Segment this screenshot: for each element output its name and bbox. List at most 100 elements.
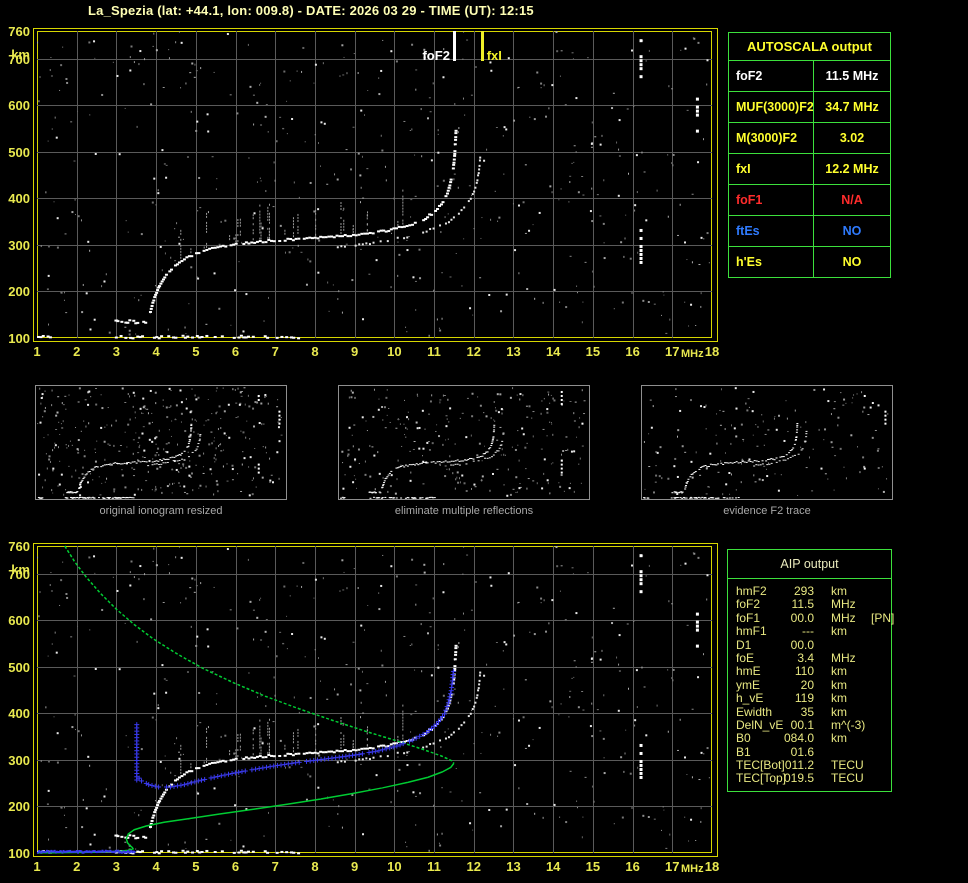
x-tick-label: 10 (387, 344, 402, 359)
aip-row-value: 20 (800, 677, 814, 692)
autoscala-row-label: fxI (729, 153, 813, 184)
thumbnail-canvas-1 (35, 385, 287, 500)
autoscala-row-value: 11.5 MHz (813, 60, 890, 91)
autoscala-row-label: MUF(3000)F2 (729, 91, 814, 122)
x-tick-label: 9 (351, 859, 359, 874)
y-tick-label: 300 (8, 237, 30, 253)
x-tick-label: 1 (33, 344, 41, 359)
aip-row-label: TEC[Bot] (736, 758, 785, 773)
y-axis-unit-label: km (11, 562, 30, 577)
aip-row: ymE 20 km (728, 677, 891, 692)
thumbnail-canvas-3 (641, 385, 893, 500)
y-tick-label: 700 (8, 566, 30, 582)
x-tick-label: 4 (152, 344, 160, 359)
aip-row-label: TEC[Top] (736, 771, 787, 786)
autoscala-row-value: N/A (813, 184, 890, 215)
aip-row: TEC[Top] 019.5 TECU (728, 771, 891, 786)
aip-row-value: 11.5 (791, 597, 814, 612)
y-tick-label: 600 (8, 613, 30, 629)
aip-row-value: 293 (793, 584, 814, 598)
profile-ionogram-canvas (30, 540, 722, 862)
autoscala-row-value: NO (813, 215, 890, 246)
aip-row: foF2 11.5 MHz (728, 597, 891, 612)
aip-row: Ewidth 35 km (728, 704, 891, 719)
autoscala-row-label: ftEs (729, 215, 813, 246)
x-tick-label: 5 (192, 344, 200, 359)
x-tick-label: 15 (585, 859, 601, 874)
x-tick-label: 16 (625, 859, 640, 874)
x-tick-label: 15 (585, 344, 601, 359)
aip-table-title: AIP output (728, 550, 891, 579)
y-tick-label: 200 (8, 799, 30, 815)
aip-row-unit: m^(-3) (831, 717, 866, 732)
x-tick-label: 11 (427, 859, 441, 874)
y-axis-unit-label: km (11, 47, 30, 62)
aip-row-value: 119 (794, 691, 814, 706)
aip-row-unit: km (831, 731, 847, 746)
aip-row: TEC[Bot] 011.2 TECU (728, 758, 891, 773)
aip-row-label: h_vE (736, 691, 764, 706)
aip-row-value: 00.0 (790, 610, 814, 625)
y-tick-label: 500 (8, 659, 30, 675)
aip-row: h_vE 119 km (728, 691, 891, 706)
x-tick-label: 17 (665, 344, 680, 359)
x-tick-label: 11 (427, 344, 441, 359)
aip-row-label: foE (736, 650, 755, 665)
autoscala-row-label: M(3000)F2 (729, 122, 813, 153)
thumbnail-canvas-2 (338, 385, 590, 500)
x-tick-label: 13 (506, 344, 521, 359)
aip-row-extra: [PN] (871, 610, 895, 625)
autoscala-row-value: 12.2 MHz (813, 153, 890, 184)
station-title: La_Spezia (lat: +44.1, lon: 009.8) - DAT… (88, 3, 534, 18)
aip-row-value: 00.1 (790, 717, 814, 732)
aip-output-table: AIP output hmF2 293 km foF2 11.5 MHz foF1 00.0 M… (727, 549, 895, 792)
x-tick-label: 2 (73, 859, 81, 874)
aip-row-unit: MHz (831, 610, 856, 625)
aip-row: foE 3.4 MHz (728, 650, 891, 665)
y-tick-label: 400 (8, 706, 30, 722)
aip-row-label: ymE (736, 677, 760, 692)
aip-row: DelN_vE 00.1 m^(-3) (728, 717, 891, 732)
x-tick-label: 14 (545, 859, 561, 874)
x-tick-label: 3 (112, 859, 121, 874)
aip-row-label: foF1 (736, 610, 761, 625)
aip-row: foF1 00.0 MHz [PN] (728, 610, 895, 625)
x-tick-label: 12 (466, 859, 481, 874)
aip-row-unit: km (831, 584, 847, 598)
aip-row-label: Ewidth (736, 704, 773, 719)
thumbnail-caption: evidence F2 trace (723, 505, 811, 517)
x-tick-label: 7 (271, 859, 279, 874)
aip-row-unit: MHz (831, 597, 856, 612)
aip-row-value: 35 (800, 704, 814, 719)
aip-row: B1 01.6 (728, 745, 891, 759)
aip-row-unit: km (831, 691, 847, 706)
x-tick-label: 1 (33, 859, 41, 874)
aip-row-label: D1 (736, 637, 752, 652)
x-tick-label: 3 (112, 344, 121, 359)
aip-row-unit: km (831, 677, 847, 692)
x-tick-label: 16 (625, 344, 640, 359)
y-tick-label: 700 (8, 51, 30, 67)
aip-row-label: hmE (736, 664, 761, 679)
aip-row-label: foF2 (736, 597, 761, 612)
y-tick-label: 760 (8, 539, 30, 554)
aip-row-value: 110 (794, 664, 814, 679)
y-tick-label: 760 (8, 24, 30, 39)
autoscala-row-label: h'Es (729, 246, 813, 277)
aip-row: hmF2 293 km (728, 584, 891, 598)
autoscaled-ionogram-canvas (30, 25, 722, 347)
aip-row-unit: TECU (831, 771, 864, 786)
aip-row-label: hmF2 (736, 584, 767, 598)
thumbnail-caption: eliminate multiple reflections (394, 505, 534, 517)
x-tick-label: 10 (387, 859, 402, 874)
x-tick-label: 8 (311, 344, 319, 359)
aip-row-unit: MHz (831, 650, 856, 665)
autoscala-row-label: foF2 (729, 60, 813, 91)
aip-row-unit: km (831, 624, 847, 639)
x-tick-label: 9 (351, 344, 359, 359)
aip-table-body: hmF2 293 km foF2 11.5 MHz foF1 00.0 MHz [PN] hmF1 -… (728, 579, 895, 791)
thumbnail-caption: original ionogram resized (99, 505, 223, 517)
y-tick-label: 600 (8, 98, 30, 114)
y-tick-label: 500 (8, 144, 30, 160)
